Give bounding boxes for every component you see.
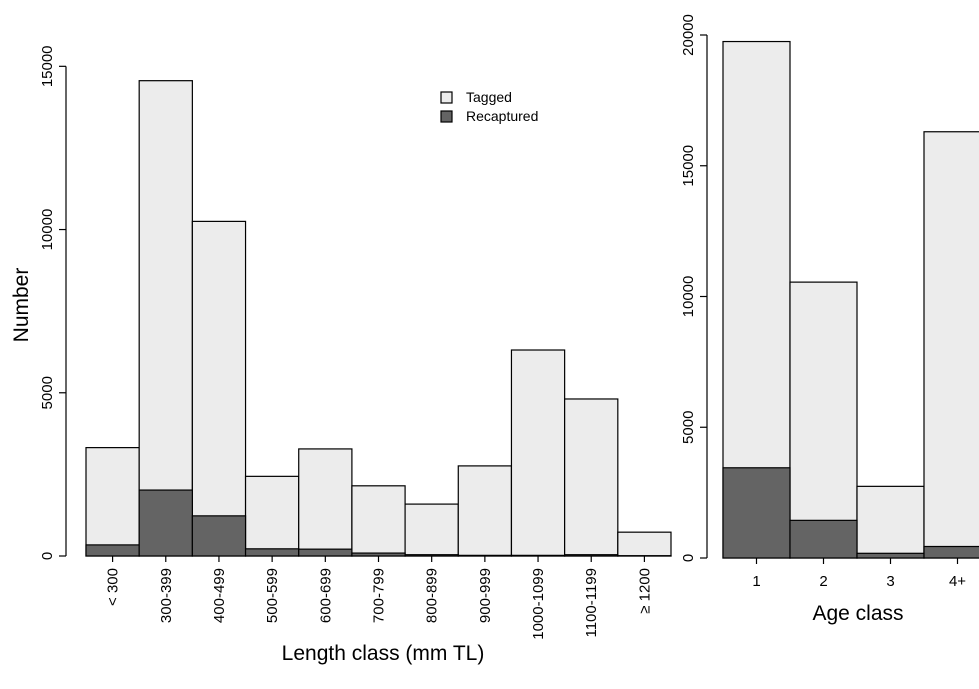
x-axis-title: Age class xyxy=(812,602,903,625)
bar-tagged xyxy=(404,503,459,557)
y-tick-label: 5000 xyxy=(39,376,56,409)
x-tick-label: 500-599 xyxy=(264,568,281,623)
x-tick-label: 4+ xyxy=(949,573,966,590)
bar-tagged xyxy=(564,398,619,557)
length-class-panel: 0 5000 10000 15000 < 300 300-399 400-499 500-59… xyxy=(10,45,672,665)
bar-tagged xyxy=(85,447,140,557)
bar-recaptured xyxy=(923,545,979,559)
x-axis-title: Length class (mm TL) xyxy=(282,642,485,665)
bar-tagged xyxy=(191,220,247,557)
legend: Tagged Recaptured xyxy=(440,89,538,124)
bar-recaptured xyxy=(351,552,406,557)
bar-recaptured xyxy=(856,552,925,559)
x-tick-label: 3 xyxy=(886,573,894,590)
bar-tagged xyxy=(298,448,353,557)
x-tick-label: 800-899 xyxy=(424,568,441,623)
x-tick-label: < 300 xyxy=(105,568,122,606)
age-class-panel: 0 5000 10000 15000 20000 1 2 3 4+ Age class xyxy=(680,14,979,625)
bar-tagged xyxy=(244,475,300,557)
bar-recaptured xyxy=(457,554,513,557)
legend-label-tagged: Tagged xyxy=(466,89,512,105)
bar-recaptured xyxy=(789,519,858,559)
y-tick-label: 15000 xyxy=(680,145,697,187)
bar-tagged xyxy=(617,531,672,557)
x-tick-label: 300-399 xyxy=(158,568,175,623)
bar-recaptured xyxy=(564,554,619,557)
bar-tagged xyxy=(510,349,566,557)
x-tick-label: 1 xyxy=(752,573,760,590)
bar-tagged xyxy=(856,485,925,559)
y-axis-title: Number xyxy=(10,268,33,343)
y-tick-label: 10000 xyxy=(39,209,56,251)
bar-recaptured xyxy=(298,548,353,557)
bar-recaptured xyxy=(722,467,791,559)
bar-recaptured xyxy=(191,515,247,557)
bar-recaptured xyxy=(244,548,300,557)
y-tick-label: 5000 xyxy=(680,411,697,444)
y-tick-label: 0 xyxy=(39,552,56,560)
legend-label-recaptured: Recaptured xyxy=(466,108,538,124)
x-tick-label: 2 xyxy=(819,573,827,590)
y-tick-label: 20000 xyxy=(680,14,697,56)
y-tick-label: 0 xyxy=(680,554,697,562)
y-tick-label: 15000 xyxy=(39,45,56,87)
x-tick-label: 1000-1099 xyxy=(530,568,547,640)
legend-swatch-tagged xyxy=(440,91,453,104)
x-tick-label: 400-499 xyxy=(211,568,228,623)
bar-recaptured xyxy=(138,489,193,557)
bar-tagged xyxy=(138,80,193,557)
bar-recaptured xyxy=(404,554,459,557)
x-tick-label: 900-999 xyxy=(477,568,494,623)
y-tick-label: 10000 xyxy=(680,276,697,318)
x-tick-label: 700-799 xyxy=(371,568,388,623)
bar-tagged xyxy=(457,465,513,557)
bar-tagged xyxy=(789,281,858,559)
x-tick-label: ≥ 1200 xyxy=(636,568,653,614)
legend-swatch-recaptured xyxy=(440,110,453,123)
x-tick-label: 600-699 xyxy=(317,568,334,623)
bar-recaptured xyxy=(85,544,140,557)
bar-tagged xyxy=(923,131,979,559)
bar-tagged xyxy=(351,485,406,557)
x-tick-label: 1100-1199 xyxy=(583,568,600,638)
bar-recaptured xyxy=(510,554,566,557)
